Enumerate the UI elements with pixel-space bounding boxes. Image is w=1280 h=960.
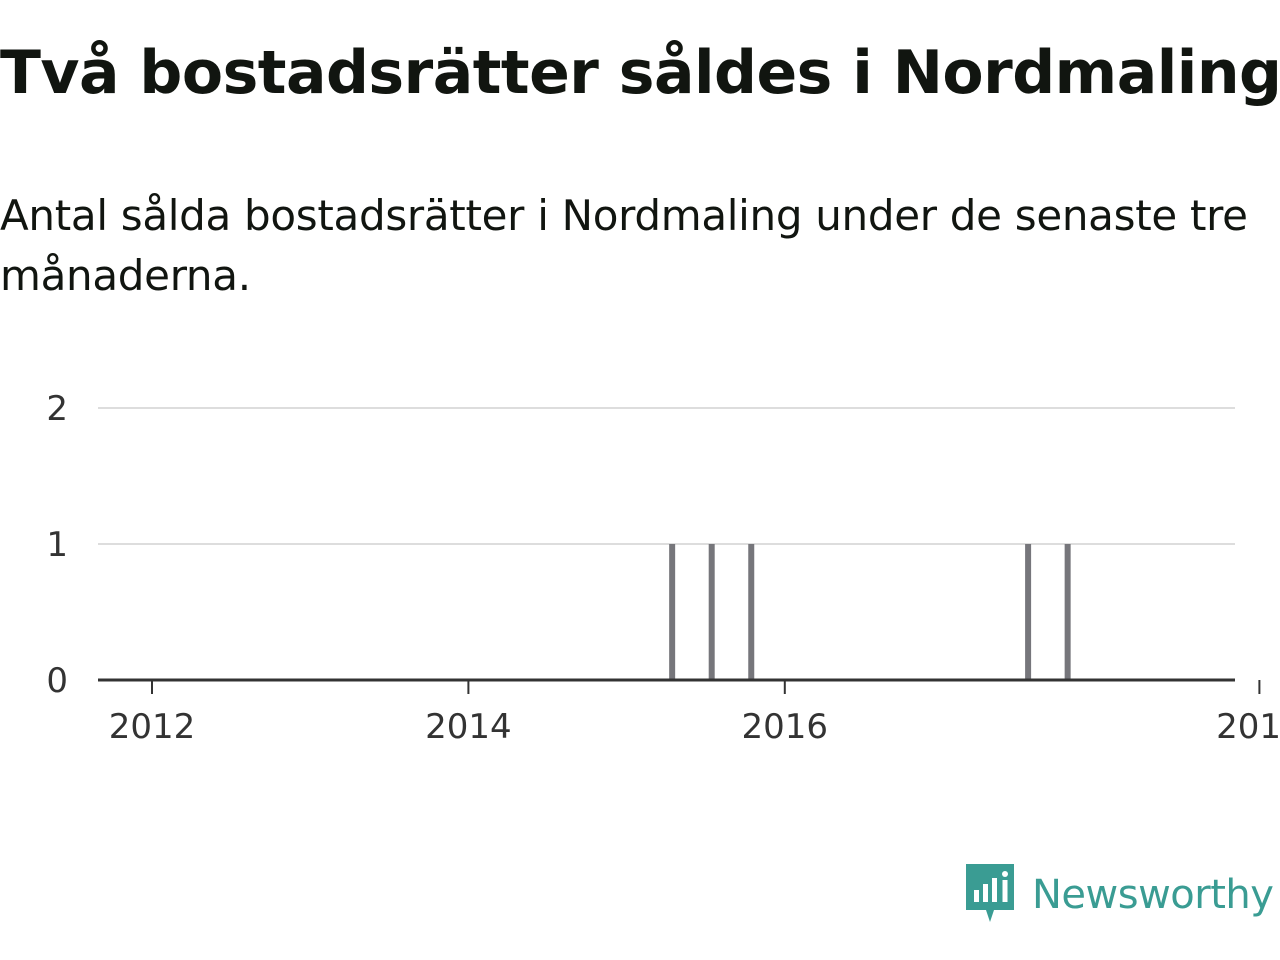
- gridlines: [98, 407, 1235, 545]
- bar-chart: 012 2012201420162019202120232025 2: [46, 389, 1280, 747]
- chart-subtitle: Antal sålda bostadsrätter i Nordmaling u…: [0, 191, 1248, 300]
- x-axis-labels: 2012201420162019202120232025: [109, 707, 1280, 747]
- bar: [1064, 544, 1071, 680]
- x-tick-label: 2019: [1216, 707, 1280, 747]
- bar: [748, 544, 755, 680]
- y-axis-labels: 0 1 2: [46, 389, 68, 701]
- newsworthy-logo-icon: [966, 864, 1014, 922]
- y-tick-label: 1: [46, 525, 68, 565]
- newsworthy-logo-text: Newsworthy: [1032, 872, 1274, 918]
- y-tick-label: 0: [46, 661, 68, 701]
- x-tick-label: 2014: [425, 707, 512, 747]
- bars: [669, 544, 1071, 680]
- bar: [1025, 544, 1032, 680]
- x-tick-label: 2016: [742, 707, 829, 747]
- x-axis: [98, 678, 1261, 694]
- bar: [669, 544, 676, 680]
- bar: [708, 544, 715, 680]
- chart-title: Två bostadsrätter såldes i Nordmaling: [0, 38, 1280, 108]
- newsworthy-logo: Newsworthy: [964, 864, 1274, 926]
- x-tick-label: 2012: [109, 707, 196, 747]
- y-tick-label: 2: [46, 389, 68, 429]
